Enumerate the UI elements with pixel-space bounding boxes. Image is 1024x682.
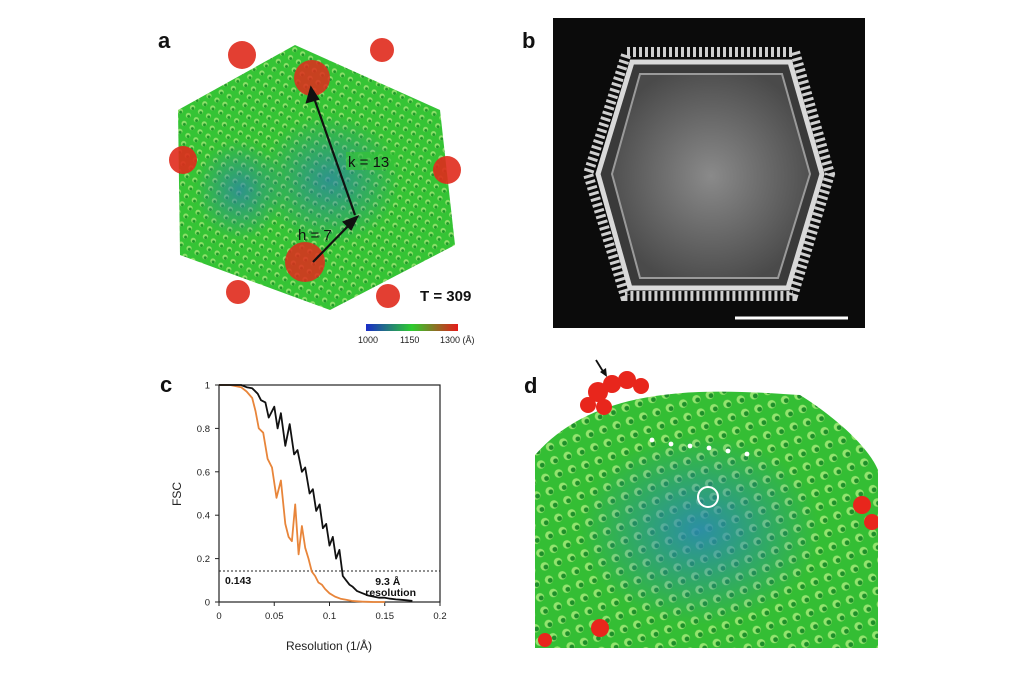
x-tick-label: 0.1 <box>323 611 336 622</box>
capsid-3d-render: k = 13 h = 7 <box>169 38 461 310</box>
capsid-closeup <box>535 371 878 648</box>
colorbar-gradient <box>366 324 458 331</box>
resolution-annotation-value: 9.3 Å <box>375 575 401 588</box>
vertex-protrusion <box>618 371 636 389</box>
arrow-k <box>311 94 357 216</box>
threshold-group: 0.143 <box>219 570 440 587</box>
arrow-h <box>312 221 353 263</box>
panel-a: a k = 13 h = 7 <box>158 28 475 345</box>
y-axis-label: FSC <box>170 482 184 506</box>
h-label: h = 7 <box>298 227 332 244</box>
lattice-dot <box>649 437 655 443</box>
series-group <box>219 384 413 603</box>
k-label: k = 13 <box>348 154 389 171</box>
y-tick-label: 0.4 <box>197 511 210 522</box>
k-label-bg <box>346 152 396 170</box>
lattice-dot <box>706 445 712 451</box>
pointer-arrow-head <box>600 368 607 377</box>
highlight-circle <box>697 486 719 508</box>
closeup-face-shading <box>580 435 820 625</box>
x-tick-label: 0.15 <box>376 611 395 622</box>
vertex-cluster <box>370 38 394 62</box>
capsid-interior <box>610 73 812 279</box>
fsc-series-black <box>219 384 413 602</box>
vertex-cluster <box>294 60 330 96</box>
vertex-protrusion <box>580 397 596 413</box>
vertex-protrusion <box>603 375 621 393</box>
lattice-dot <box>744 451 750 457</box>
panel-d-label: d <box>524 373 537 398</box>
lattice-dot <box>725 448 731 454</box>
panel-c-label: c <box>160 372 172 397</box>
t-number: T = 309 <box>420 288 471 305</box>
y-tick-label: 0.8 <box>197 424 210 435</box>
panel-b-label: b <box>522 28 535 53</box>
threshold-label: 0.143 <box>225 575 251 587</box>
vertex-clusters <box>169 38 461 308</box>
resolution-annotation-text: resolution <box>365 587 416 599</box>
x-tick-label: 0.05 <box>265 611 284 622</box>
colorbar-tick: 1000 <box>358 335 378 345</box>
vertex-protrusion <box>588 382 608 402</box>
capsid-face-shading <box>260 115 400 245</box>
y-tick-label: 0.2 <box>197 554 210 565</box>
y-tick-label: 0.6 <box>197 467 210 478</box>
x-axis-ticks: 0 0.05 0.1 0.15 0.2 <box>216 602 447 622</box>
vertex-cluster <box>285 242 325 282</box>
y-tick-label: 1 <box>205 381 210 392</box>
vertex-cluster <box>376 284 400 308</box>
vertex-protrusion <box>596 399 612 415</box>
capsid-spike-layer <box>582 47 836 301</box>
vertex-cluster <box>226 280 250 304</box>
fsc-chart: 0 0.05 0.1 0.15 0.2 0 0.2 0.4 0.6 0.8 1 0.143 Res… <box>170 381 447 654</box>
plot-frame <box>218 384 441 603</box>
panel-c: c 0 0.05 0.1 0.15 0.2 0 0.2 0.4 0.6 0.8 1 0.143 R… <box>160 372 447 653</box>
fsc-series-orange <box>219 384 385 603</box>
panel-a-label: a <box>158 28 171 53</box>
x-tick-label: 0 <box>216 611 221 622</box>
vertex-cluster <box>169 146 197 174</box>
closeup-vertex-clusters <box>538 371 878 647</box>
arrow-k-head <box>305 85 320 104</box>
vertex-protrusion <box>864 514 878 530</box>
lattice-dot <box>668 441 674 447</box>
lattice-dots <box>649 437 750 457</box>
vertex-protrusion <box>633 378 649 394</box>
lattice-dot <box>687 443 693 449</box>
vertex-cluster <box>228 41 256 69</box>
vertex-protrusion <box>853 496 871 514</box>
capsid-face-shading-2 <box>195 140 285 240</box>
vertex-protrusion <box>538 633 552 647</box>
panel-b: b <box>522 18 865 328</box>
em-cross-section <box>582 47 836 301</box>
y-tick-label: 0 <box>205 598 210 609</box>
colorbar: 1000 1150 1300 (Å) <box>358 324 475 345</box>
panel-d: d <box>524 359 878 648</box>
arrow-h-head <box>342 214 360 231</box>
colorbar-tick: 1300 (Å) <box>440 335 475 345</box>
x-axis-label: Resolution (1/Å) <box>286 638 372 653</box>
closeup-pointer-arrow <box>595 359 607 377</box>
x-tick-label: 0.2 <box>433 611 446 622</box>
lattice-arrows <box>305 85 360 263</box>
vertex-protrusion <box>591 619 609 637</box>
y-axis-ticks: 0 0.2 0.4 0.6 0.8 1 <box>197 381 219 609</box>
colorbar-tick: 1150 <box>400 335 419 345</box>
vertex-cluster <box>433 156 461 184</box>
